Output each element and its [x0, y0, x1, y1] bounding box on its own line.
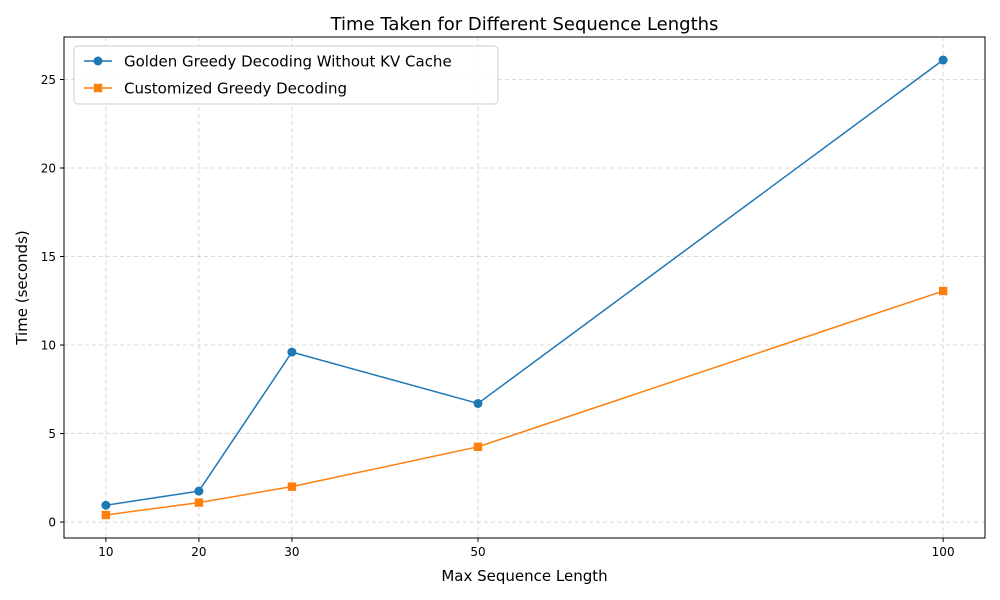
- y-tick-label: 25: [41, 73, 56, 87]
- series-layer: [101, 55, 948, 520]
- y-tick-label: 5: [48, 427, 56, 441]
- x-tick-label: 10: [98, 545, 113, 559]
- y-axis-ticks: 0 5 10 15 20 25: [41, 73, 64, 530]
- data-point: [473, 398, 483, 408]
- y-tick-label: 15: [41, 250, 56, 264]
- chart-title: Time Taken for Different Sequence Length…: [330, 14, 719, 35]
- data-point: [101, 510, 111, 520]
- data-point: [194, 486, 204, 496]
- series-1: [101, 55, 948, 510]
- data-point: [287, 347, 297, 357]
- x-tick-label: 30: [284, 545, 299, 559]
- legend-label: Golden Greedy Decoding Without KV Cache: [124, 53, 452, 71]
- legend-item: Customized Greedy Decoding: [84, 80, 347, 98]
- data-point: [938, 286, 948, 296]
- x-tick-label: 100: [932, 545, 955, 559]
- data-point: [287, 482, 297, 491]
- data-point: [938, 55, 948, 65]
- y-tick-label: 10: [41, 339, 56, 353]
- plot-frame: [63, 36, 986, 539]
- legend-marker: [93, 83, 103, 93]
- legend: Golden Greedy Decoding Without KV Cache C…: [73, 45, 499, 105]
- legend-marker: [93, 56, 103, 66]
- x-axis-title: Max Sequence Length: [441, 567, 607, 585]
- x-tick-label: 50: [470, 545, 485, 559]
- x-axis-ticks: 10 20 30 50 100: [98, 538, 955, 559]
- legend-label: Customized Greedy Decoding: [124, 80, 347, 98]
- data-point: [194, 498, 204, 507]
- y-tick-label: 20: [41, 162, 56, 176]
- data-point: [101, 500, 111, 510]
- series-2: [101, 286, 948, 520]
- y-axis-title: Time (seconds): [13, 230, 31, 346]
- x-tick-label: 20: [191, 545, 206, 559]
- legend-box: [73, 45, 499, 105]
- data-point: [473, 442, 483, 452]
- legend-item: Golden Greedy Decoding Without KV Cache: [84, 53, 452, 71]
- y-tick-label: 0: [48, 516, 56, 530]
